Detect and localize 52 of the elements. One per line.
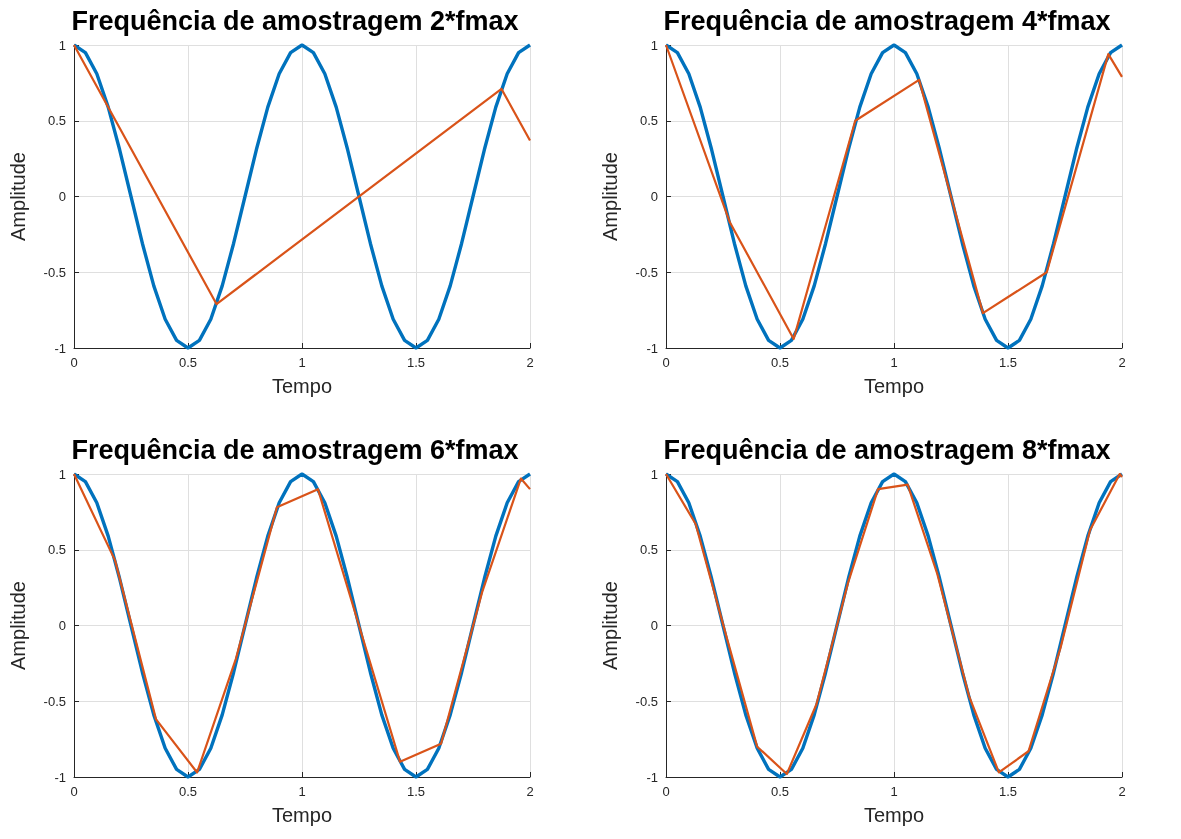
x-tick-label: 1.5 (998, 355, 1018, 370)
x-tick-label: 2 (526, 355, 534, 370)
chart-title: Frequência de amostragem 4*fmax (663, 5, 1111, 36)
y-tick-label: -1 (54, 769, 66, 785)
x-tick-label: 2 (1118, 355, 1126, 370)
x-tick-label: 0.5 (770, 355, 790, 370)
x-tick-label: 2 (526, 784, 534, 799)
x-tick-label: 1 (890, 355, 898, 370)
y-tick-label: -0.5 (635, 693, 658, 709)
y-tick-label: 1 (58, 466, 66, 482)
y-tick-label: -0.5 (43, 693, 66, 709)
x-axis-title: Tempo (863, 375, 925, 397)
y-tick-label: 1 (650, 466, 658, 482)
y-tick-label: 0 (650, 189, 658, 204)
y-tick-label: 1 (58, 37, 66, 53)
x-tick-label: 1 (890, 784, 898, 799)
chart-title: Frequência de amostragem 6*fmax (71, 434, 519, 465)
x-tick-label: 1.5 (406, 355, 426, 370)
y-tick-label: 0.5 (639, 113, 658, 129)
chart-title: Frequência de amostragem 8*fmax (663, 434, 1111, 465)
x-tick-label: 0 (70, 355, 78, 370)
x-axis-title: Tempo (863, 804, 925, 826)
y-axis-title: Amplitude (7, 152, 29, 241)
x-axis-title: Tempo (271, 804, 333, 826)
x-tick-label: 1 (298, 355, 306, 370)
y-tick-label: 1 (650, 37, 658, 53)
x-tick-label: 1 (298, 784, 306, 799)
x-tick-label: 2 (1118, 784, 1126, 799)
x-tick-label: 0.5 (770, 784, 790, 799)
y-axis-title: Amplitude (7, 581, 29, 670)
y-axis-title: Amplitude (599, 581, 621, 670)
chart-title: Frequência de amostragem 2*fmax (71, 5, 519, 36)
x-axis-title: Tempo (271, 375, 333, 397)
y-tick-label: -1 (646, 769, 658, 785)
x-tick-label: 0.5 (178, 784, 198, 799)
x-tick-label: 0 (662, 355, 670, 370)
y-axis-title: Amplitude (599, 152, 621, 241)
y-tick-label: 0 (58, 189, 66, 204)
x-tick-label: 1.5 (406, 784, 426, 799)
x-tick-label: 0.5 (178, 355, 198, 370)
y-tick-label: 0 (58, 618, 66, 633)
y-tick-label: 0 (650, 618, 658, 633)
x-tick-label: 1.5 (998, 784, 1018, 799)
y-tick-label: -0.5 (43, 264, 66, 280)
y-tick-label: -1 (54, 340, 66, 356)
x-tick-label: 0 (70, 784, 78, 799)
y-tick-label: 0.5 (639, 542, 658, 558)
y-tick-label: 0.5 (47, 542, 66, 558)
y-tick-label: 0.5 (47, 113, 66, 129)
y-tick-label: -0.5 (635, 264, 658, 280)
x-tick-label: 0 (662, 784, 670, 799)
y-tick-label: -1 (646, 340, 658, 356)
